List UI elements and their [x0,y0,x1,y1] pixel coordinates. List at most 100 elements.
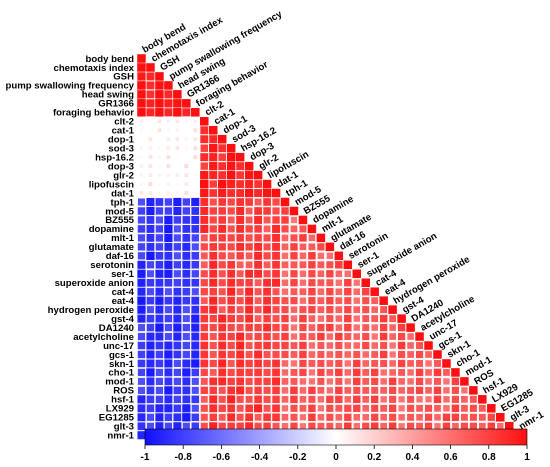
heatmap-cell [209,395,218,404]
row-label: serotonin [90,260,134,271]
heatmap-cell [184,137,189,141]
heatmap-cell [245,234,253,242]
row-label: gcs-1 [109,350,135,361]
heatmap-cell [245,207,253,215]
heatmap-cell [245,333,253,341]
heatmap-cell [407,333,414,340]
heatmap-cell [166,119,171,123]
heatmap-cell [218,234,226,242]
heatmap-cell [451,395,460,403]
heatmap-cell [272,242,280,251]
heatmap-cell [218,395,226,403]
heatmap-cell [236,261,244,269]
heatmap-cell [299,350,307,359]
heatmap-cell [218,198,227,206]
heatmap-cell [433,386,442,395]
heatmap-cell [184,146,188,150]
heatmap-cell [263,225,271,233]
heatmap-cell [227,395,236,404]
heatmap-cell [353,288,361,295]
heatmap-cell [155,243,164,251]
heatmap-cell [362,341,370,350]
heatmap-cell [388,305,397,314]
heatmap-cell [146,332,155,341]
heatmap-cell [407,342,414,349]
heatmap-cell [164,278,173,287]
heatmap-cell [424,404,433,412]
heatmap-cell [200,179,209,189]
heatmap-cell [155,359,164,368]
heatmap-cell [227,225,235,233]
heatmap-cell [200,126,209,135]
heatmap-cell [191,386,199,394]
heatmap-cell [299,323,307,332]
heatmap-cell [191,323,200,332]
heatmap-cell [443,387,450,394]
heatmap-cell [290,306,298,313]
row-label: cho-1 [108,368,134,379]
row-label: hydrogen peroxide [48,305,134,316]
heatmap-cell [200,144,208,152]
heatmap-cell [182,287,191,296]
heatmap-cell [389,351,396,358]
heatmap-cell [352,269,362,279]
heatmap-cell [254,189,263,198]
heatmap-cell [407,378,414,385]
row-label: hsp-16.2 [95,152,134,163]
heatmap-cell [407,351,414,358]
heatmap-cell [335,413,343,421]
heatmap-cell [182,269,191,278]
heatmap-cell [218,224,227,233]
heatmap-cell [209,225,217,233]
heatmap-cell [164,207,173,215]
heatmap-cell [254,234,262,242]
heatmap-cell [146,261,155,269]
heatmap-cell [254,225,262,233]
heatmap-cell [193,182,197,186]
heatmap-cell [182,278,191,287]
heatmap-cell [191,359,200,368]
heatmap-cell [290,324,298,331]
heatmap-cell [146,90,155,99]
heatmap-cell [353,350,361,359]
heatmap-cell [272,198,280,206]
heatmap-cell [137,368,146,377]
heatmap-cell [184,173,189,177]
heatmap-cell [478,404,486,412]
heatmap-cell [281,360,289,367]
heatmap-cell [209,153,218,162]
heatmap-cell [487,422,496,430]
heatmap-cell [290,422,298,430]
heatmap-cell [263,243,271,251]
heatmap-cell [263,198,271,206]
heatmap-cell [389,395,397,403]
heatmap-cell [193,191,197,195]
heatmap-cell [272,377,280,386]
heatmap-cell [326,413,334,421]
heatmap-cell [299,306,307,314]
heatmap-cell [272,306,280,314]
heatmap-cell [272,269,280,278]
heatmap-cell [281,387,289,394]
heatmap-cell [200,314,209,323]
heatmap-cell [308,252,316,260]
heatmap-cell [146,99,155,108]
heatmap-cell [226,161,236,171]
heatmap-cell [254,422,262,430]
heatmap-cell [272,278,281,287]
heatmap-cell [245,180,254,189]
heatmap-cell [236,234,244,242]
heatmap-cell [254,297,262,305]
row-label: eat-4 [112,296,135,307]
heatmap-cell [263,395,271,403]
heatmap-cell [146,63,155,72]
heatmap-cell [137,72,146,81]
heatmap-cell [137,350,146,359]
heatmap-cell [173,341,182,350]
heatmap-cell [146,306,155,314]
heatmap-cell [146,341,155,350]
heatmap-cell [155,305,164,314]
heatmap-cell [193,119,198,124]
heatmap-cell [317,405,325,412]
heatmap-cell [236,306,244,314]
